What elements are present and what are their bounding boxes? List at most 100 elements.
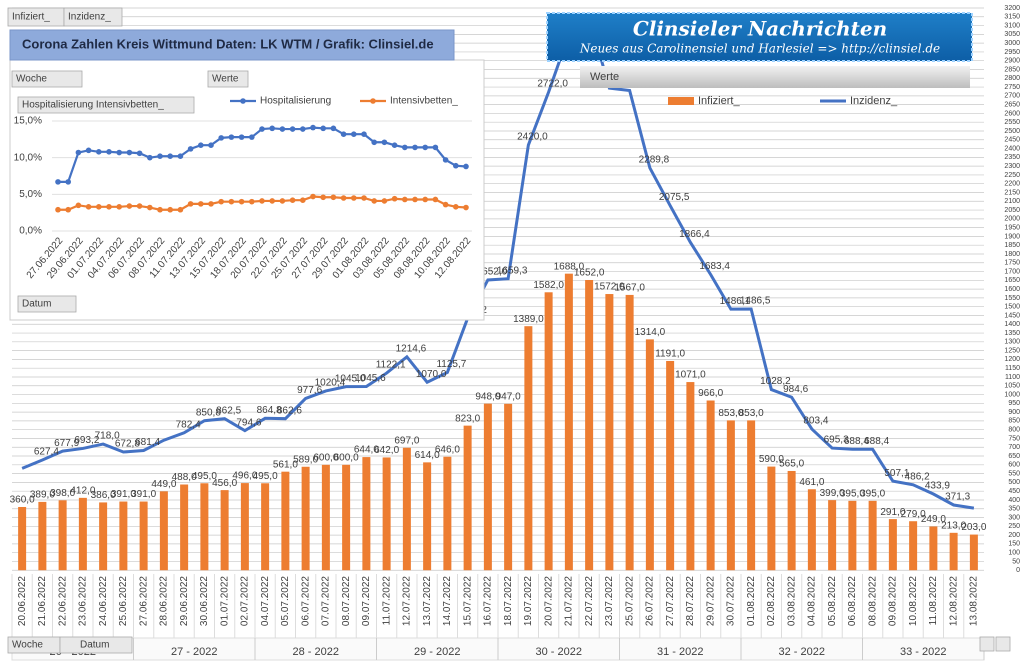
- bar-label: 395,0: [840, 488, 865, 499]
- x-tick-label: 05.07.2022: [280, 576, 291, 626]
- y-tick-label: 3150: [1004, 14, 1020, 21]
- y-tick-label: 900: [1008, 409, 1020, 416]
- zoom-plus[interactable]: [979, 636, 995, 652]
- y-tick-label: 450: [1008, 488, 1020, 495]
- x-tick-label: 05.08.2022: [827, 576, 838, 626]
- x-tick-label: 01.07.2022: [219, 576, 230, 626]
- bar-label: 456,0: [212, 478, 237, 489]
- point: [75, 202, 82, 209]
- line-label: 1486,5: [740, 296, 771, 307]
- row-button[interactable]: [11, 70, 83, 88]
- point: [269, 198, 276, 204]
- x-tick-label: 04.08.2022: [807, 576, 818, 626]
- line-label: 1214,6: [396, 343, 427, 354]
- y-tick-label: 2550: [1004, 119, 1020, 126]
- x-tick-label: 09.08.2022: [888, 576, 899, 626]
- column-button[interactable]: [207, 70, 249, 88]
- y-tick-label: 1400: [1004, 321, 1020, 328]
- bar-label: 589,0: [293, 454, 318, 465]
- point: [442, 157, 449, 163]
- row-button-label: Woche: [16, 74, 47, 85]
- field-button[interactable]: [63, 7, 123, 27]
- x-tick-label: 04.07.2022: [260, 576, 271, 626]
- x-tick-label: 13.08.2022: [969, 576, 980, 626]
- point: [198, 201, 204, 207]
- bottom-button[interactable]: [59, 636, 133, 654]
- bar-label: 644,0: [354, 445, 379, 456]
- overlay: Infiziert_ Inzidenz_ Werte 0,0% 5,0% 10,0%…: [7, 7, 1011, 654]
- line-label: 677,9: [54, 438, 79, 449]
- y-tick-label: 1000: [1004, 391, 1020, 398]
- week-label: 32 - 2022: [779, 646, 825, 658]
- zoom-minus[interactable]: [995, 636, 1011, 652]
- y-tick-label: 2900: [1004, 58, 1020, 65]
- point: [249, 198, 255, 205]
- point: [136, 150, 143, 157]
- point: [157, 153, 163, 159]
- point: [147, 204, 153, 211]
- y-tick-label: 300: [1008, 514, 1020, 521]
- bar: [483, 403, 492, 571]
- point: [136, 203, 143, 209]
- bar-label: 1652,0: [574, 268, 605, 279]
- bar-label: 488,0: [172, 472, 197, 483]
- x-tick-label: 11.07.2022: [381, 576, 392, 626]
- line-label: 977,6: [297, 385, 322, 396]
- x-tick-label: 12.08.2022: [948, 576, 959, 626]
- bar-label: 1582,0: [533, 280, 564, 291]
- point: [351, 131, 357, 137]
- point: [381, 139, 388, 146]
- y-tick-label: 2050: [1004, 207, 1020, 214]
- bar: [929, 526, 938, 571]
- point: [208, 201, 214, 207]
- line-label: 862,6: [277, 405, 302, 416]
- line-label: 433,9: [925, 481, 950, 492]
- bar-label: 1071,0: [675, 370, 706, 381]
- bar: [888, 519, 897, 571]
- point: [208, 142, 214, 148]
- bar-label: 1688,0: [554, 261, 585, 272]
- line-label: 627,4: [34, 447, 59, 458]
- y-tick-label: 1650: [1004, 277, 1020, 284]
- line-label: 718,0: [95, 431, 120, 442]
- bar: [524, 326, 533, 571]
- line-label: 688,4: [864, 436, 889, 447]
- point: [218, 198, 224, 205]
- line-label: 486,2: [905, 471, 930, 482]
- line-label: 681,4: [135, 437, 160, 448]
- bar-label: 646,0: [435, 444, 460, 455]
- point: [65, 179, 71, 185]
- line-label: 1028,2: [760, 376, 791, 387]
- line-label: 1866,4: [679, 229, 710, 240]
- week-label: 33 - 2022: [900, 646, 946, 658]
- point: [422, 196, 429, 203]
- point: [228, 198, 235, 205]
- point: [157, 206, 163, 213]
- y-tick-label: 1800: [1004, 251, 1020, 258]
- y-tick-label: 1500: [1004, 304, 1020, 311]
- bar: [868, 500, 877, 571]
- bar: [200, 483, 209, 571]
- x-tick-label: 29.07.2022: [705, 576, 716, 626]
- y-tick-label: 2300: [1004, 163, 1020, 170]
- axis-button[interactable]: [17, 295, 77, 313]
- bar-label: 1567,0: [614, 283, 645, 294]
- x-tick-label: 27.07.2022: [665, 576, 676, 626]
- line-label: 672,8: [115, 439, 140, 450]
- legend-marker: [370, 98, 376, 104]
- line-label: 864,8: [257, 405, 282, 416]
- filter-button[interactable]: [17, 96, 195, 114]
- field-button-label: Inzidenz_: [68, 12, 111, 23]
- x-tick-label: 15.07.2022: [462, 576, 473, 626]
- bar: [625, 294, 634, 571]
- line-label: 371,3: [945, 492, 970, 503]
- banner: [546, 12, 973, 62]
- point: [463, 163, 469, 170]
- bar: [544, 292, 553, 571]
- point: [85, 204, 92, 210]
- bar-label: 412,0: [70, 485, 95, 496]
- bar-label: 947,0: [496, 391, 521, 402]
- bar-label: 590,0: [759, 454, 784, 465]
- y-tick-label: 1200: [1004, 356, 1020, 363]
- week-label: 31 - 2022: [657, 646, 703, 658]
